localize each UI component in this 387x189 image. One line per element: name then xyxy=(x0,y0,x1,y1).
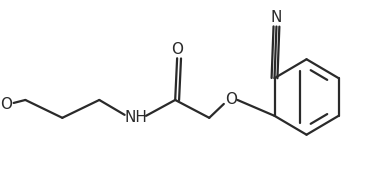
Text: O: O xyxy=(171,42,183,57)
Text: O: O xyxy=(0,97,12,112)
Text: O: O xyxy=(224,92,236,108)
Text: NH: NH xyxy=(125,110,148,125)
Text: N: N xyxy=(271,10,282,25)
